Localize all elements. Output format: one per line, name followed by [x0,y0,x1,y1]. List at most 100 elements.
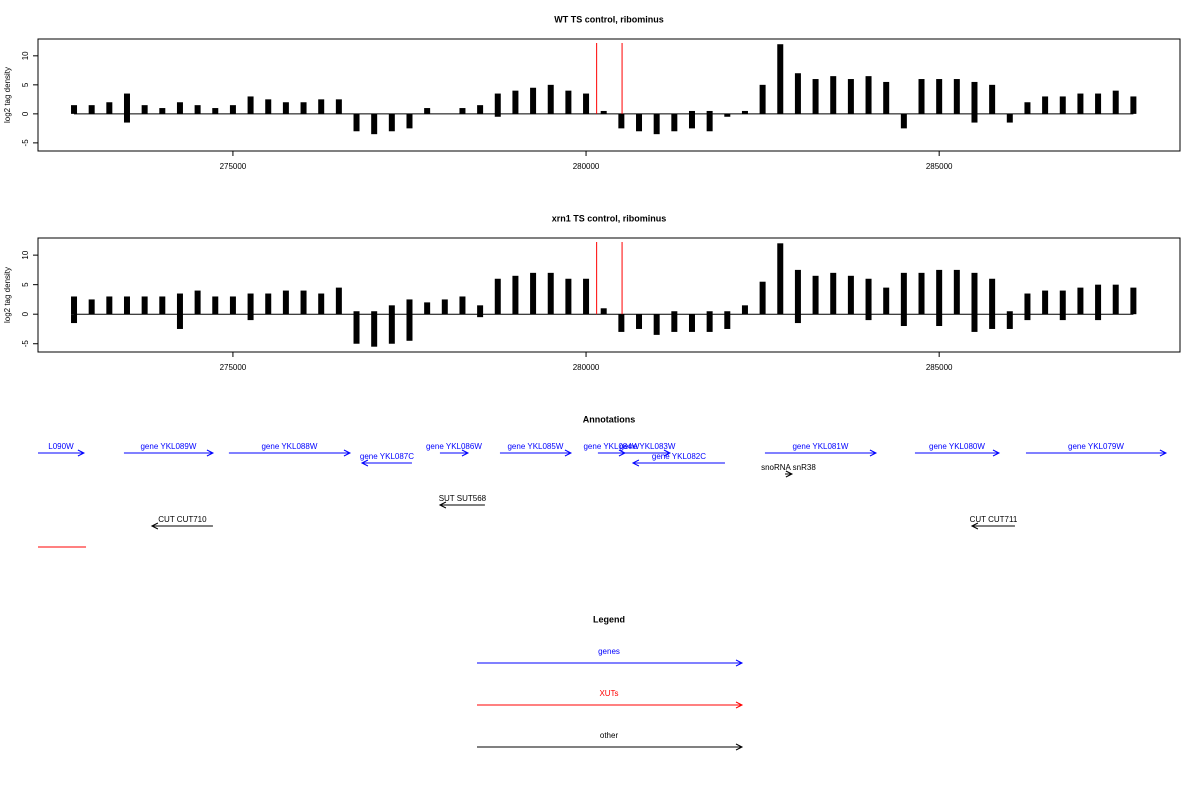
density-bar [424,302,431,315]
density-bar [1059,314,1066,321]
annotation-arrow-head [206,449,215,457]
y-tick-label: 0 [21,311,30,316]
annotation-label: gene YKL088W [261,442,317,451]
density-bar [1024,314,1031,321]
density-bar [989,314,996,329]
density-bar [1077,287,1084,315]
density-bar [1095,284,1102,315]
x-tick-label: 285000 [926,162,953,171]
density-bar [229,296,236,315]
annotation-label: snoRNA snR38 [761,463,816,472]
annotation-arrow-head [461,449,470,457]
x-tick-label: 280000 [573,162,600,171]
density-bar [653,314,660,335]
density-bar [565,90,572,114]
density-bar [759,281,766,315]
annotation-label: gene YKL080W [929,442,985,451]
density-bar [777,243,784,315]
density-bar [494,113,501,117]
density-bar [106,102,113,114]
y-tick-label: 5 [21,282,30,287]
density-bar [636,314,643,329]
density-bar [141,296,148,315]
density-bar [477,314,484,318]
density-bar [936,314,943,327]
density-bar [724,311,731,315]
density-bar [477,105,484,114]
density-bar [176,102,183,114]
density-bar [282,102,289,114]
annotation-arrow-head [1159,449,1168,457]
density-bar [900,113,907,129]
density-bar [247,293,254,315]
density-bar [406,113,413,129]
density-bar [1095,314,1102,321]
density-bar [388,305,395,315]
density-bar [688,314,695,332]
density-bar [706,314,713,332]
density-bar [936,269,943,315]
density-bar [706,311,713,315]
density-bar [971,314,978,332]
density-bar [671,311,678,315]
density-bar [989,278,996,315]
density-bar [1077,93,1084,114]
x-tick-label: 275000 [220,162,247,171]
density-bar [618,113,625,129]
density-bar [865,314,872,321]
density-bar [459,108,466,114]
density-bar [494,93,501,114]
legend-arrow-head [735,659,744,667]
density-bar [194,105,201,114]
density-bar [371,113,378,135]
density-bar [1112,284,1119,315]
x-tick-label: 285000 [926,363,953,372]
density-bar [159,296,166,315]
density-bar [1006,314,1013,329]
density-bar [441,299,448,315]
annotation-arrow-head [150,522,159,530]
legend-label: other [600,731,619,740]
density-bar [1006,113,1013,123]
density-bar [706,110,713,114]
density-bar [830,272,837,315]
density-bar [388,113,395,132]
density-bar [812,275,819,315]
density-bar [1042,96,1049,114]
annotation-arrow-head [564,449,573,457]
y-axis-label: log2 tag density [3,67,12,123]
annotation-arrow-head [360,459,369,467]
panel-title: WT TS control, ribominus [554,14,664,24]
density-bar [71,314,78,324]
density-bar [1006,311,1013,315]
density-bar [847,79,854,114]
density-bar [547,84,554,114]
annotation-arrow-head [992,449,1001,457]
density-bar [671,314,678,332]
density-bar [953,79,960,114]
annotation-arrow-head [869,449,878,457]
density-bar [724,314,731,329]
density-bar [176,314,183,329]
density-bar [1130,96,1137,114]
density-bar [777,44,784,114]
density-bar [247,314,254,321]
density-bar [600,308,607,315]
density-bar [741,110,748,114]
annotation-arrow-head [631,459,640,467]
density-bar [918,272,925,315]
density-bar [265,293,272,315]
density-bar [1095,93,1102,114]
annotation-arrow-head [438,501,447,509]
legend-label: genes [598,647,620,656]
legend-arrow-head [735,743,744,751]
density-bar [830,76,837,114]
density-bar [759,84,766,114]
density-bar [1042,290,1049,315]
density-bar [1059,290,1066,315]
density-bar [424,108,431,114]
density-bar [388,314,395,344]
density-bar [918,79,925,114]
density-bar [282,290,289,315]
density-bar [971,81,978,114]
